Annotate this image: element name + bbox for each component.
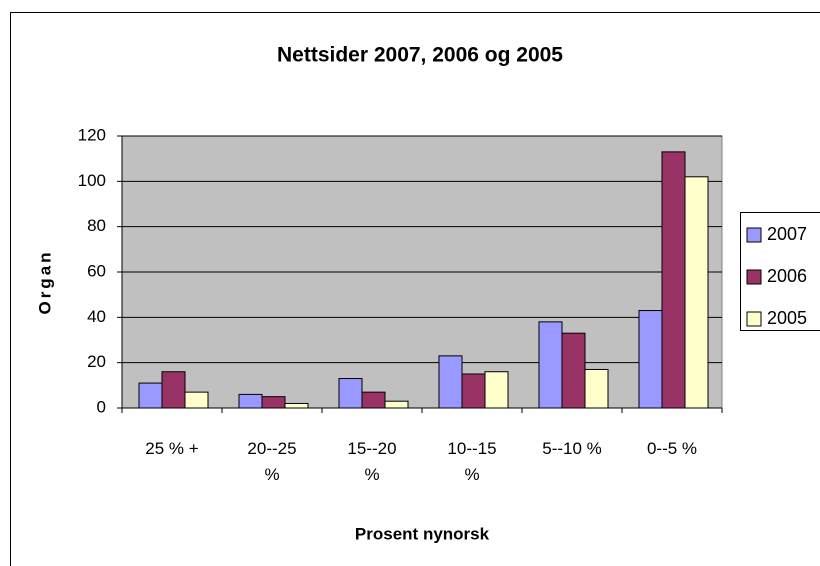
bar bbox=[261, 396, 286, 409]
x-tick-label: 10--15 % bbox=[447, 439, 497, 484]
bar bbox=[138, 382, 163, 409]
bar bbox=[284, 402, 309, 409]
y-tick-label: 100 bbox=[78, 171, 106, 190]
legend-swatch bbox=[746, 227, 762, 243]
legend-label: 2007 bbox=[767, 224, 807, 244]
legend-label: 2005 bbox=[767, 308, 807, 328]
x-tick-label: 0--5 % bbox=[646, 439, 698, 458]
bar bbox=[161, 371, 186, 409]
legend-swatch bbox=[746, 311, 762, 327]
bar bbox=[461, 373, 486, 409]
bar bbox=[684, 176, 709, 409]
bar bbox=[538, 321, 563, 409]
bar bbox=[238, 393, 263, 409]
y-tick-label: 0 bbox=[97, 397, 106, 416]
y-tick-label: 120 bbox=[78, 125, 106, 144]
bar bbox=[484, 371, 509, 409]
bar bbox=[338, 378, 363, 409]
bar bbox=[661, 151, 686, 409]
bar bbox=[438, 355, 463, 409]
legend-swatch bbox=[746, 269, 762, 285]
bar bbox=[584, 368, 609, 409]
bar bbox=[184, 391, 209, 409]
legend-label: 2006 bbox=[767, 266, 807, 286]
x-axis-label: Prosent nynorsk bbox=[355, 524, 490, 543]
x-tick-label: 5--10 % bbox=[542, 439, 602, 458]
y-tick-label: 40 bbox=[87, 307, 106, 326]
x-tick-label: 25 % + bbox=[145, 439, 199, 458]
y-axis-label: Organ bbox=[35, 249, 54, 314]
bar bbox=[384, 400, 409, 409]
y-tick-label: 80 bbox=[87, 216, 106, 235]
x-tick-label: 15--20 % bbox=[347, 439, 397, 484]
y-tick-label: 20 bbox=[87, 352, 106, 371]
bar bbox=[561, 332, 586, 409]
bar bbox=[361, 391, 386, 409]
bar bbox=[638, 310, 663, 409]
chart-title: Nettsider 2007, 2006 og 2005 bbox=[277, 44, 563, 67]
y-tick-label: 60 bbox=[87, 261, 106, 280]
x-tick-label: 20--25 % bbox=[247, 439, 297, 484]
